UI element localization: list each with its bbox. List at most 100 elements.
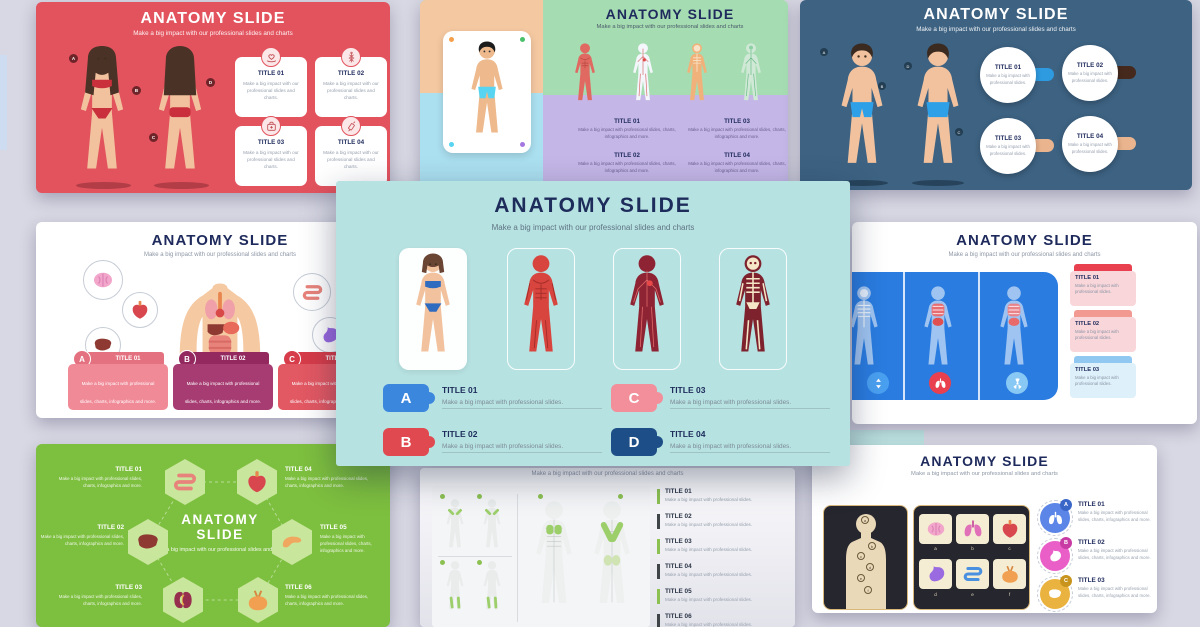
list-item: TITLE 02 Make a big impact with professi… [442, 429, 602, 453]
organ-tile-brain [919, 514, 952, 544]
item-text: Make a big impact with professional slid… [665, 596, 753, 602]
info-card: TITLE 03 Make a big impact with our prof… [235, 116, 307, 186]
figure-shadow [76, 182, 131, 189]
slide-bottom-center[interactable]: Make a big impact with our professional … [420, 468, 795, 627]
card-title: TITLE 02 [220, 356, 246, 362]
organ-tile-stomach [919, 559, 952, 589]
hex-item: TITLE 01 Make a big impact with professi… [52, 466, 142, 489]
card-text: Make a big impact with professional slid… [1075, 283, 1119, 295]
card-title: TITLE 03 [257, 139, 285, 146]
card-text: Make a big impact with professional slid… [1075, 329, 1119, 341]
slide-subtitle: Make a big impact with our professional … [948, 252, 1101, 258]
item-text: Make a big impact with professional slid… [665, 521, 753, 527]
title-card: TITLE 01 Make a big impact with professi… [1070, 264, 1136, 306]
title-card: TITLE 02 Make a big impact with professi… [1070, 310, 1136, 352]
figure-card-selected [399, 248, 467, 370]
slide-top-middle[interactable]: ANATOMY SLIDE Make a big impact with our… [420, 0, 788, 186]
tile-label: f [1008, 592, 1011, 597]
list-item: TITLE 06 Make a big impact with professio… [657, 613, 789, 627]
liver-hex-icon [128, 519, 168, 565]
woman-body-figure [406, 253, 460, 365]
item-text: Make a big impact with professional slid… [442, 399, 602, 409]
slide-top-left[interactable]: ANATOMY SLIDE Make a big impact with our… [36, 2, 390, 193]
card-body: TITLE 01 Make a big impact with professi… [1070, 271, 1136, 306]
item-text: Make a big impact with professional slid… [442, 443, 602, 453]
hex-item: TITLE 02 Make a big impact with professi… [38, 524, 124, 547]
organ-grid-card: a b c d e f [913, 505, 1030, 610]
green-dot [477, 560, 482, 565]
muscular-system-figure [514, 253, 568, 365]
item-title: TITLE 02 [1076, 62, 1104, 70]
xray-organs-figure [918, 280, 958, 380]
marker-b: B [132, 86, 141, 95]
letter-card-b: B TITLE 02 Make a big impact with profess… [173, 350, 273, 412]
info-card: TITLE 04 Make a big impact with our prof… [315, 116, 387, 186]
circle-item: TITLE 04 Make a big impact with professi… [1062, 116, 1118, 172]
item-bar [657, 564, 660, 579]
green-dot [477, 494, 482, 499]
item-text: Make a big impact with professional slid… [665, 571, 753, 577]
slide-central-featured[interactable]: ANATOMY SLIDE Make a big impact with our… [336, 181, 850, 466]
slide-mid-right[interactable]: ANATOMY SLIDE Make a big impact with our… [852, 222, 1197, 424]
slide-bottom-left[interactable]: ANATOMY SLIDE Make a big impact with our… [36, 444, 390, 627]
hands-heart-icon [261, 47, 281, 67]
slide-title: ANATOMY SLIDE [140, 10, 286, 27]
item-title: TITLE 04 [670, 429, 706, 439]
card-title: TITLE 03 [1075, 367, 1100, 373]
body-marker: f [864, 586, 872, 594]
item-title: TITLE 01 [1078, 501, 1105, 508]
item-title: TITLE 01 [665, 488, 692, 495]
card-tab [1074, 264, 1132, 274]
item-title: TITLE 01 [994, 64, 1022, 72]
item-text: Make a big impact with professional slid… [285, 476, 369, 489]
slide-title: ANATOMY SLIDE [920, 453, 1049, 469]
item-title: TITLE 02 [614, 152, 640, 159]
panel-divider [903, 272, 905, 400]
man-front-figure [832, 43, 892, 184]
liver-icon [1037, 576, 1073, 612]
marker-b: B [878, 82, 886, 90]
circulatory-kid-figure [624, 42, 662, 108]
item-text: Make a big impact with professional slid… [1068, 71, 1112, 83]
marker-d: D [206, 78, 215, 87]
slide-subtitle: Make a big impact with our professional … [911, 471, 1058, 477]
green-dot [618, 494, 623, 499]
slide-bottom-right[interactable]: ANATOMY SLIDE Make a big impact with our… [812, 445, 1157, 613]
body-marker: d [866, 563, 874, 571]
slide-title: ANATOMY SLIDE [494, 194, 692, 217]
card-text: Make a big impact with our professional … [323, 81, 379, 101]
body-marker: e [857, 574, 865, 582]
torso-figure [179, 283, 261, 374]
muscle-back-figure [586, 492, 638, 624]
marker-c: C [955, 128, 963, 136]
slide-title: ANATOMY SLIDE [923, 6, 1069, 23]
card-tab [1074, 310, 1132, 320]
slide-subtitle: Make a big impact with our professional … [596, 24, 744, 30]
item-title: TITLE 03 [1078, 577, 1105, 584]
hex-item: TITLE 03 Make a big impact with professi… [52, 584, 142, 607]
item-badge-a: A [383, 384, 435, 412]
item-text: Make a big impact with professional slid… [670, 443, 830, 453]
caduceus-icon [341, 47, 361, 67]
card-title: TITLE 01 [257, 70, 285, 77]
list-item: TITLE 05 Make a big impact with professio… [657, 588, 789, 604]
letter-card-a: A TITLE 01 Make a big impact with profess… [68, 350, 168, 412]
lungs-icon [929, 372, 951, 394]
item-title: TITLE 04 [665, 563, 692, 570]
brain-organ-icon [83, 260, 123, 300]
card-tab [1074, 356, 1132, 366]
list-item: TITLE 02 Make a big impact with professio… [657, 513, 789, 529]
item-title: TITLE 05 [665, 588, 692, 595]
body-map-card: a b c d e f [823, 505, 908, 610]
item-badge-c: C [611, 384, 663, 412]
muscular-kid-figure [566, 42, 604, 108]
slide-subtitle: Make a big impact with our professional … [491, 223, 695, 232]
item-bar [657, 514, 660, 529]
hex-item: TITLE 06 Make a big impact with professi… [285, 584, 373, 607]
item-text: Make a big impact with professional slid… [1078, 548, 1151, 560]
item-bar [657, 589, 660, 604]
corner-dot [520, 142, 525, 147]
skeleton-kid-figure [678, 42, 716, 108]
item-bar [657, 539, 660, 554]
slide-top-right[interactable]: ANATOMY SLIDE Make a big impact with our… [800, 0, 1192, 190]
